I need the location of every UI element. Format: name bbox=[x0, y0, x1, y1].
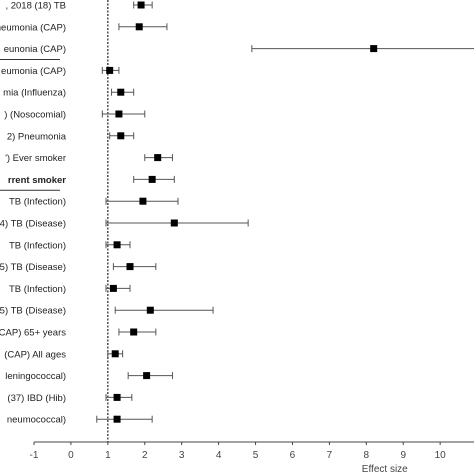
effect-marker bbox=[115, 110, 123, 118]
x-tick-label: 0 bbox=[68, 450, 74, 461]
effect-marker bbox=[111, 350, 119, 358]
plot-rows: , 2018 (18) TB neumonia (CAP) eunonia (CAP… bbox=[0, 1, 474, 426]
row-label: leningococcal) bbox=[5, 371, 66, 382]
x-tick-label: -1 bbox=[30, 450, 39, 461]
x-tick-label: 10 bbox=[435, 450, 447, 461]
effect-marker bbox=[148, 175, 156, 183]
effect-marker bbox=[113, 393, 121, 401]
row-label: 5) TB (Disease) bbox=[0, 306, 66, 317]
row-label: neumococcal) bbox=[7, 415, 66, 426]
effect-marker bbox=[109, 284, 117, 292]
row-label: mia (Influenza) bbox=[3, 88, 66, 99]
x-tick-label: 2 bbox=[142, 450, 148, 461]
effect-marker bbox=[135, 23, 143, 31]
x-tick-label: 9 bbox=[400, 450, 406, 461]
effect-marker bbox=[117, 88, 125, 96]
effect-marker bbox=[170, 219, 178, 227]
x-axis-label: Effect size bbox=[362, 464, 408, 474]
row-label: 5) TB (Disease) bbox=[0, 262, 66, 273]
effect-marker bbox=[370, 45, 378, 53]
effect-marker bbox=[143, 372, 151, 380]
effect-marker bbox=[130, 328, 138, 336]
x-tick-label: 3 bbox=[179, 450, 185, 461]
row-label: ) (Nosocomial) bbox=[4, 110, 66, 121]
row-label: TB (Infection) bbox=[9, 240, 66, 251]
x-axis: -1 0 1 2 3 4 5 6 7 8 9 10 bbox=[30, 441, 474, 461]
row-label: neumonia (CAP) bbox=[0, 22, 66, 33]
effect-marker bbox=[126, 263, 134, 271]
effect-marker bbox=[113, 241, 121, 249]
effect-marker bbox=[139, 197, 147, 205]
row-label: 2) Pneumonia bbox=[7, 131, 67, 142]
row-label: rrent smoker bbox=[8, 175, 66, 186]
row-label: eunonia (CAP) bbox=[4, 44, 66, 55]
effect-marker bbox=[137, 1, 145, 9]
effect-marker bbox=[117, 132, 125, 140]
row-label: 4) TB (Disease) bbox=[0, 219, 66, 230]
x-tick-label: 5 bbox=[253, 450, 259, 461]
row-label: eumonia (CAP) bbox=[1, 66, 66, 77]
row-label: CAP) 65+ years bbox=[0, 328, 66, 339]
row-label: (37) IBD (Hib) bbox=[7, 393, 66, 404]
row-label: (CAP) All ages bbox=[4, 349, 66, 360]
row-label: TB (Infection) bbox=[9, 197, 66, 208]
row-label: ') Ever smoker bbox=[5, 153, 66, 164]
row-label: , 2018 (18) TB bbox=[5, 1, 66, 12]
effect-marker bbox=[146, 306, 154, 314]
x-tick-label: 6 bbox=[290, 450, 296, 461]
x-tick-label: 4 bbox=[216, 450, 222, 461]
effect-marker bbox=[154, 154, 162, 162]
effect-marker bbox=[113, 415, 121, 423]
x-tick-label: 7 bbox=[327, 450, 333, 461]
row-separators bbox=[0, 59, 60, 191]
x-tick-label: 8 bbox=[364, 450, 370, 461]
row-label: TB (Infection) bbox=[9, 284, 66, 295]
effect-marker bbox=[106, 66, 114, 74]
x-tick-label: 1 bbox=[105, 450, 111, 461]
